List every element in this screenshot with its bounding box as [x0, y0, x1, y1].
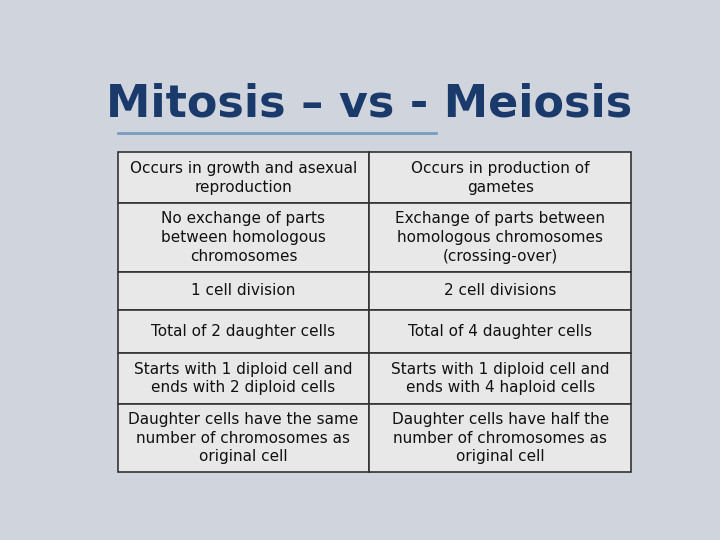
Text: Daughter cells have half the
number of chromosomes as
original cell: Daughter cells have half the number of c… [392, 412, 608, 464]
Bar [369, 310, 631, 353]
Text: Mitosis – vs - Meiosis: Mitosis – vs - Meiosis [106, 83, 632, 126]
Bar [369, 353, 631, 404]
Bar [118, 310, 369, 353]
Bar [369, 152, 631, 204]
Bar [118, 272, 369, 310]
Text: Starts with 1 diploid cell and
ends with 2 diploid cells: Starts with 1 diploid cell and ends with… [134, 362, 353, 395]
Text: Total of 4 daughter cells: Total of 4 daughter cells [408, 324, 592, 339]
Text: Exchange of parts between
homologous chromosomes
(crossing-over): Exchange of parts between homologous chr… [395, 211, 605, 264]
Text: 1 cell division: 1 cell division [192, 284, 296, 299]
Text: Total of 2 daughter cells: Total of 2 daughter cells [151, 324, 336, 339]
Bar [118, 353, 369, 404]
Text: Daughter cells have the same
number of chromosomes as
original cell: Daughter cells have the same number of c… [128, 412, 359, 464]
Bar [118, 204, 369, 272]
Bar [369, 204, 631, 272]
Text: Starts with 1 diploid cell and
ends with 4 haploid cells: Starts with 1 diploid cell and ends with… [391, 362, 609, 395]
Bar [369, 272, 631, 310]
Text: Occurs in growth and asexual
reproduction: Occurs in growth and asexual reproductio… [130, 161, 357, 194]
Text: Occurs in production of
gametes: Occurs in production of gametes [411, 161, 590, 194]
Text: 2 cell divisions: 2 cell divisions [444, 284, 557, 299]
Text: No exchange of parts
between homologous
chromosomes: No exchange of parts between homologous … [161, 211, 326, 264]
Bar [369, 404, 631, 472]
Bar [118, 152, 369, 204]
Bar [118, 404, 369, 472]
